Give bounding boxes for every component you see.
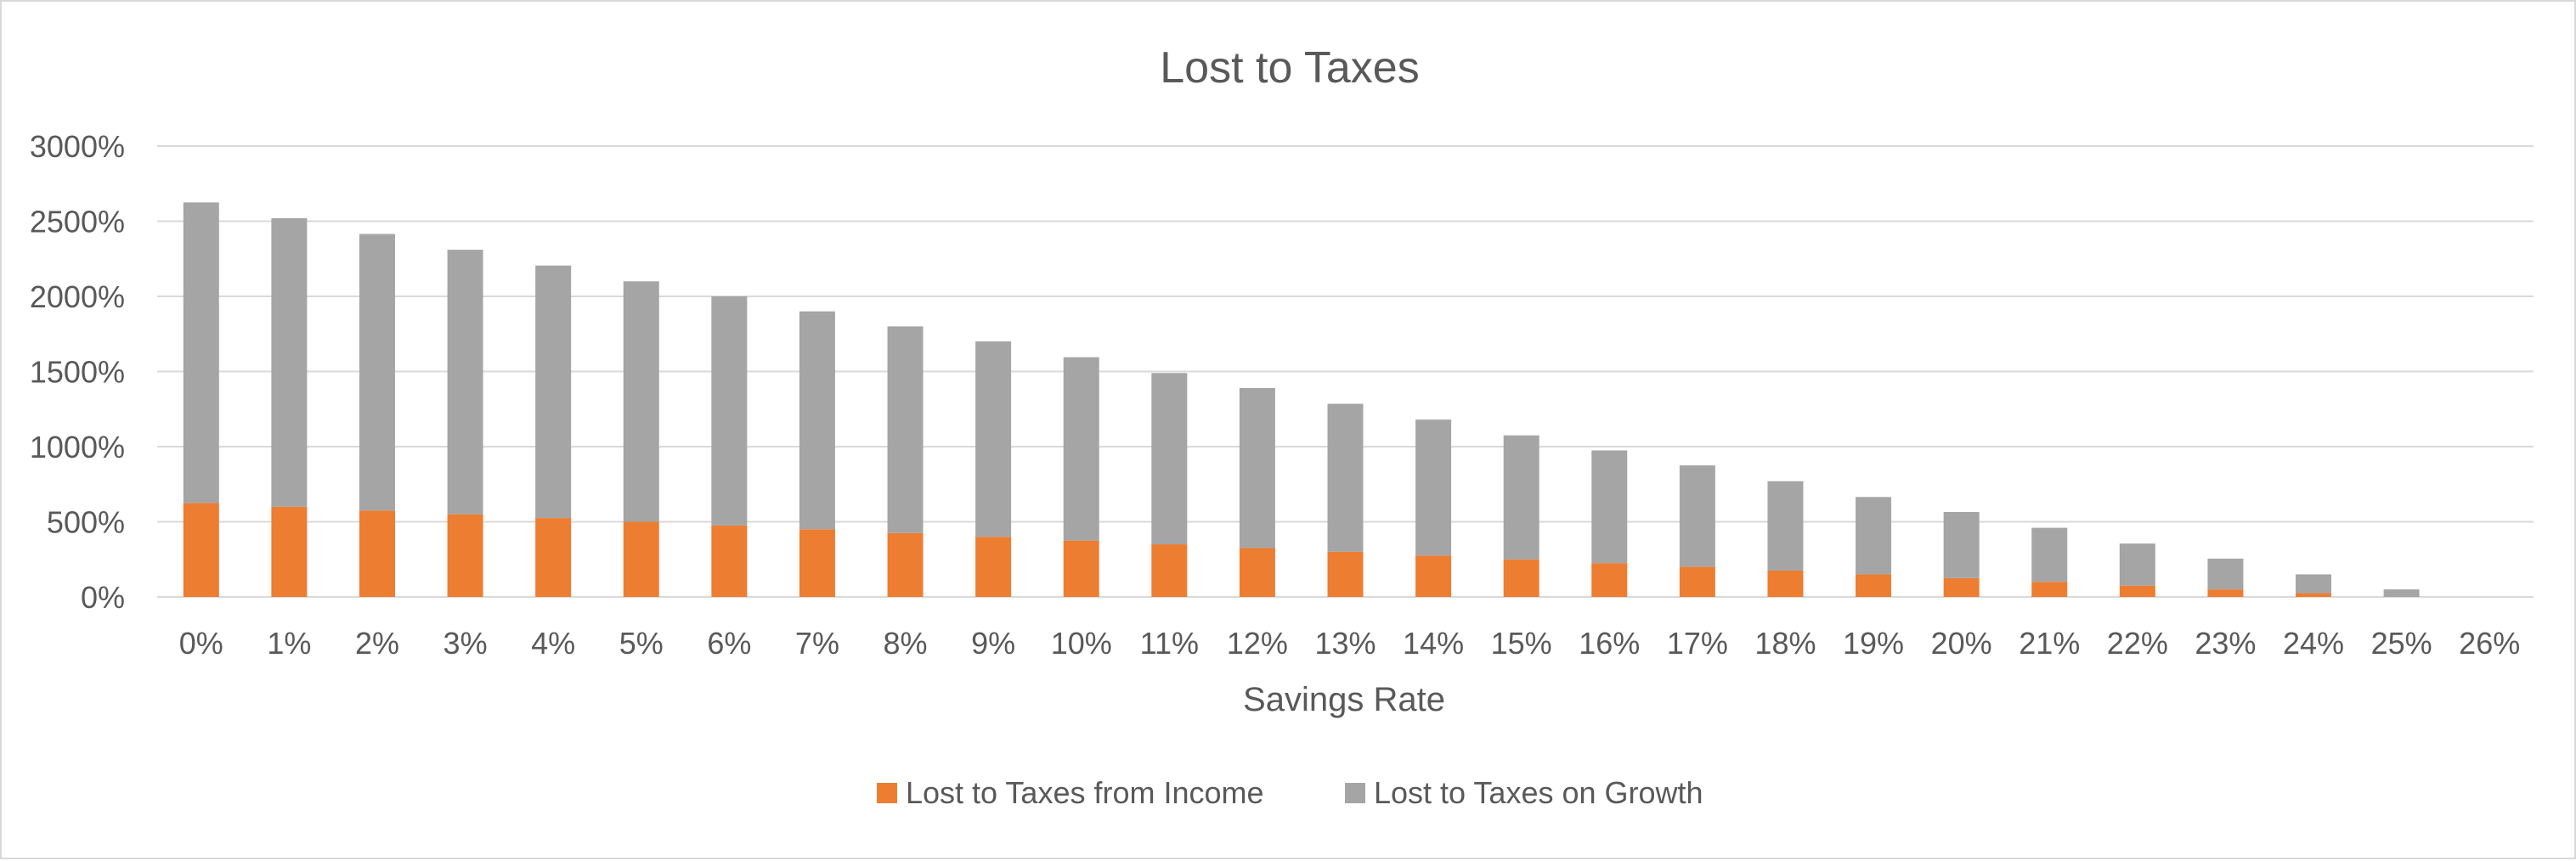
x-tick-label: 4% [531,626,575,661]
bar-income [1943,577,1980,597]
x-tick-label: 24% [2283,626,2344,661]
bar-income [183,503,219,597]
bar-growth [1151,373,1188,545]
legend-label: Lost to Taxes on Growth [1374,775,1703,810]
bar-growth [1327,403,1364,552]
bar-growth [2383,589,2420,597]
bar-growth [799,311,835,530]
x-tick-label: 1% [267,626,311,661]
bar-growth [623,281,659,522]
y-tick-label: 500% [47,505,125,540]
legend-swatch [1345,783,1365,803]
x-axis-title: Savings Rate [1243,681,1445,718]
bar-income [1239,548,1275,597]
bar-growth [1239,387,1275,549]
bar-income [1327,551,1364,597]
bar-growth [975,341,1012,537]
y-tick-label: 1500% [30,355,125,390]
y-tick-layer: 0% 500% 1000% 1500% 2000% 2500% 3000% [30,129,125,615]
x-tick-label: 11% [1140,626,1199,661]
bar-income [1767,571,1804,597]
x-tick-label: 0% [179,626,223,661]
bar-growth [1943,511,1980,578]
bar-growth [711,296,748,526]
x-tick-label: 26% [2459,626,2520,661]
x-tick-layer: 0% 1% 2% 3% 4% 5% 6% 7% 8% 9% 10% 11% 12% 13% 14% 15% 16… [179,626,2520,661]
x-tick-label: 14% [1403,626,1464,661]
bar-income [2296,593,2332,597]
bar-income [1679,566,1715,597]
y-tick-label: 3000% [30,129,125,164]
bar-growth [2207,558,2244,590]
x-tick-label: 8% [884,626,928,661]
bar-layer [183,202,2420,597]
bar-growth [1767,481,1804,571]
x-tick-label: 16% [1579,626,1640,661]
y-tick-label: 2000% [30,279,125,314]
bar-income [1415,555,1452,597]
bar-growth [2031,527,2068,582]
bar-growth [271,217,308,507]
x-tick-label: 10% [1051,626,1112,661]
bar-growth [535,265,572,519]
x-tick-label: 20% [1931,626,1992,661]
bar-income [799,529,835,597]
x-tick-label: 3% [443,626,488,661]
x-tick-label: 12% [1227,626,1288,661]
x-tick-label: 22% [2107,626,2168,661]
bar-income [2031,582,2068,597]
bar-growth [887,326,924,533]
x-tick-label: 21% [2019,626,2080,661]
bar-income [2207,589,2244,597]
bar-income [711,525,748,597]
bar-growth [2119,543,2155,586]
legend-label: Lost to Taxes from Income [906,775,1264,810]
x-tick-label: 19% [1843,626,1904,661]
x-tick-label: 2% [355,626,399,661]
y-tick-label: 0% [81,580,125,615]
x-tick-label: 6% [707,626,751,661]
x-tick-label: 15% [1491,626,1552,661]
y-tick-label: 2500% [30,205,125,239]
chart-title: Lost to Taxes [1160,43,1419,93]
legend-swatch [877,783,897,803]
bar-income [271,506,308,597]
x-tick-label: 23% [2195,626,2256,661]
bar-growth [1415,419,1452,556]
bar-income [1503,559,1539,597]
bar-income [1063,540,1099,597]
bar-growth [1063,357,1099,541]
bar-income [447,514,483,597]
bar-income [975,537,1012,597]
bar-income [1151,544,1188,597]
bar-income [887,532,924,597]
legend: Lost to Taxes from Income Lost to Taxes o… [877,775,1703,810]
x-tick-label: 9% [971,626,1015,661]
x-tick-label: 7% [795,626,839,661]
x-tick-label: 25% [2371,626,2432,661]
x-tick-label: 17% [1667,626,1728,661]
bar-growth [2296,574,2332,594]
bar-growth [1503,435,1539,560]
bar-income [1591,563,1628,597]
bar-growth [1591,450,1628,564]
bar-income [1856,574,1892,597]
bar-growth [1679,465,1715,567]
bar-income [2119,585,2155,597]
x-tick-label: 18% [1754,626,1816,661]
x-tick-label: 13% [1314,626,1376,661]
bar-growth [447,250,483,515]
bar-income [359,510,395,597]
bar-growth [183,202,219,504]
bar-income [535,518,572,597]
x-tick-label: 5% [619,626,664,661]
bar-growth [359,234,395,511]
bar-growth [1856,497,1892,575]
bar-income [623,521,659,597]
y-tick-label: 1000% [30,430,125,464]
